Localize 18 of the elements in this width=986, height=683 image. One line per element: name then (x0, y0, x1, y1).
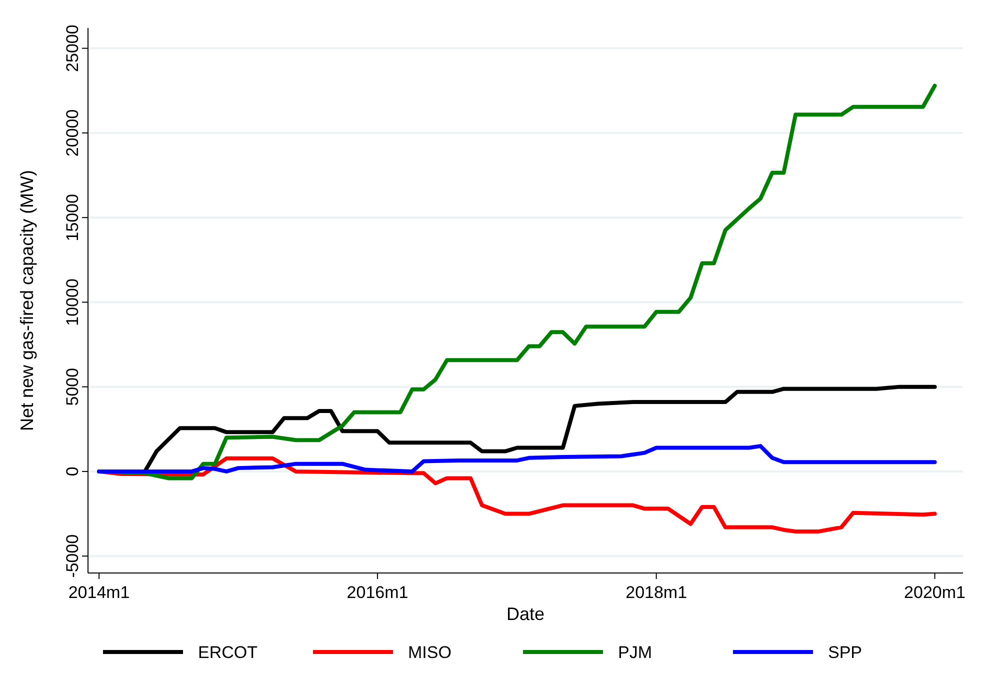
y-axis-title: Net new gas-fired capacity (MW) (17, 170, 37, 432)
x-tick-label: 2020m1 (904, 583, 966, 602)
y-tick-label: 10000 (63, 278, 82, 326)
x-tick-label: 2016m1 (346, 583, 408, 602)
x-axis-title: Date (506, 604, 545, 624)
y-tick-label: 20000 (63, 109, 82, 157)
y-tick-label: 25000 (63, 24, 82, 72)
y-tick-label: 5000 (63, 368, 82, 406)
legend-label: PJM (618, 643, 652, 662)
y-tick-label: 0 (63, 466, 82, 476)
line-series (97, 444, 937, 474)
legend-label: MISO (408, 643, 452, 662)
legend-label: SPP (828, 643, 862, 662)
y-tick-label: -5000 (63, 534, 82, 578)
legend-label: ERCOT (198, 643, 258, 662)
y-tick-label: 15000 (63, 194, 82, 242)
x-tick-label: 2018m1 (626, 583, 688, 602)
x-tick-label: 2014m1 (68, 583, 130, 602)
